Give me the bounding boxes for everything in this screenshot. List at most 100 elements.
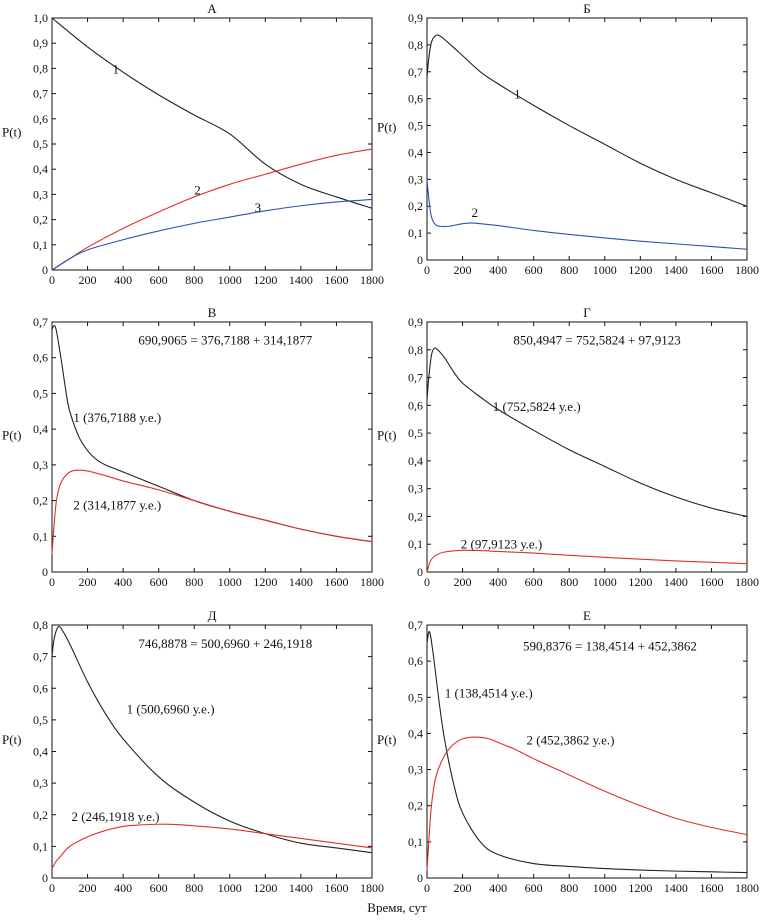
y-tick-label: 0,9 [33, 36, 48, 50]
x-tick-label: 600 [525, 881, 543, 895]
x-tick-label: 200 [79, 881, 97, 895]
series-line-1 [51, 625, 373, 854]
y-tick-label: 0,5 [408, 426, 423, 440]
y-axis-label: P(t) [2, 428, 22, 443]
x-tick-label: 400 [489, 881, 507, 895]
x-tick-label: 400 [114, 575, 132, 589]
y-tick-label: 0,1 [33, 529, 48, 543]
plot-frame [51, 624, 373, 879]
series-label-2: 2 (452,3862 у.е.) [527, 732, 615, 747]
y-tick-label: 0,3 [408, 482, 423, 496]
y-tick-label: 0,8 [33, 618, 48, 632]
series-line-2 [51, 148, 373, 271]
x-tick-label: 1000 [218, 273, 242, 287]
chart-panel-5: Д P(t) 0 200 400 600 800 1000 1200 1400 1600 1800 0 0… [2, 608, 384, 895]
x-tick-label: 1400 [664, 263, 688, 277]
y-tick-label: 0,8 [408, 38, 423, 52]
y-tick-label: 0,5 [33, 713, 48, 727]
y-tick-label: 0 [42, 565, 48, 579]
y-tick-label: 0,7 [33, 87, 48, 101]
x-tick-label: 1200 [253, 881, 277, 895]
x-tick-label: 400 [114, 881, 132, 895]
y-tick-label: 0,5 [408, 690, 423, 704]
y-tick-label: 0,5 [33, 137, 48, 151]
y-tick-label: 0,1 [408, 835, 423, 849]
y-tick-label: 0,7 [408, 618, 423, 632]
x-tick-label: 400 [489, 575, 507, 589]
x-tick-label: 800 [560, 881, 578, 895]
y-tick-label: 0,9 [408, 11, 423, 25]
x-tick-label: 1200 [628, 263, 652, 277]
y-tick-label: 0,9 [408, 315, 423, 329]
x-tick-label: 1200 [628, 881, 652, 895]
y-tick-label: 0,6 [408, 398, 423, 412]
x-tick-label: 1200 [628, 575, 652, 589]
y-axis-label: P(t) [377, 120, 397, 135]
y-tick-label: 0,3 [33, 776, 48, 790]
y-tick-label: 0,8 [33, 61, 48, 75]
y-tick-label: 0 [417, 253, 423, 267]
x-tick-label: 1600 [699, 881, 723, 895]
y-tick-label: 0,2 [408, 799, 423, 813]
x-tick-label: 600 [150, 575, 168, 589]
series-line-1 [51, 17, 373, 209]
series-line-1 [426, 347, 748, 517]
series-line-1 [426, 631, 748, 874]
y-tick-label: 0,1 [408, 537, 423, 551]
y-axis-label: P(t) [377, 732, 397, 747]
y-axis-label: P(t) [2, 124, 22, 139]
x-tick-label: 800 [185, 881, 203, 895]
chart-title: Г [583, 305, 591, 320]
series-label-2: 2 [194, 182, 201, 197]
y-tick-label: 0,4 [33, 422, 48, 436]
y-tick-label: 0,7 [408, 371, 423, 385]
equation-text: 746,8878 = 500,6960 + 246,1918 [138, 636, 312, 651]
equation-text: 690,9065 = 376,7188 + 314,1877 [138, 333, 312, 348]
series-label-1: 1 (500,6960 у.е.) [127, 702, 215, 717]
y-tick-label: 0,4 [33, 745, 48, 759]
x-tick-label: 1800 [360, 575, 384, 589]
series-line-2 [426, 549, 748, 573]
x-tick-label: 600 [150, 273, 168, 287]
x-tick-label: 1400 [664, 881, 688, 895]
x-tick-label: 800 [560, 263, 578, 277]
y-tick-label: 0,6 [408, 92, 423, 106]
x-tick-label: 200 [454, 881, 472, 895]
equation-text: 590,8376 = 138,4514 + 452,3862 [523, 638, 697, 653]
series-label-2: 2 (246,1918 у.е.) [72, 809, 160, 824]
y-tick-label: 0,7 [408, 65, 423, 79]
series-line-2 [426, 179, 748, 250]
x-tick-label: 1000 [593, 881, 617, 895]
x-tick-label: 1400 [289, 881, 313, 895]
chart-title: Д [208, 608, 217, 623]
y-tick-label: 0,6 [33, 351, 48, 365]
y-tick-label: 1,0 [33, 11, 48, 25]
x-tick-label: 200 [454, 575, 472, 589]
series-label-3: 3 [255, 200, 262, 215]
x-tick-label: 200 [79, 575, 97, 589]
chart-title: Е [583, 608, 591, 623]
series-label-1: 1 [514, 87, 521, 102]
series-label-2: 2 (97,9123 у.е.) [461, 536, 542, 551]
x-tick-label: 1800 [735, 263, 759, 277]
plot-frame [51, 321, 373, 573]
y-tick-label: 0,6 [408, 654, 423, 668]
series-label-1: 1 [112, 61, 119, 76]
series-label-1: 1 (138,4514 у.е.) [445, 685, 533, 700]
y-tick-label: 0,2 [33, 808, 48, 822]
series-label-1: 1 (752,5824 у.е.) [493, 399, 581, 414]
y-tick-label: 0,3 [408, 172, 423, 186]
chart-title: Б [583, 1, 590, 16]
chart-panel-6: Е P(t) 0 200 400 600 800 1000 1200 1400 1600 1800 0 0… [377, 608, 759, 895]
x-tick-label: 1800 [735, 881, 759, 895]
y-tick-label: 0 [42, 263, 48, 277]
chart-panel-3: В P(t) 0 200 400 600 800 1000 1200 1400 1600 1800 0 0… [2, 305, 384, 589]
x-tick-label: 600 [525, 263, 543, 277]
x-tick-label: 0 [49, 273, 55, 287]
x-tick-label: 400 [114, 273, 132, 287]
x-tick-label: 200 [454, 263, 472, 277]
series-line-1 [426, 34, 748, 207]
x-tick-label: 1600 [699, 575, 723, 589]
panels: АP(t)0 200 400 600 800 1000 1200 1400 1600 180000… [2, 1, 759, 895]
